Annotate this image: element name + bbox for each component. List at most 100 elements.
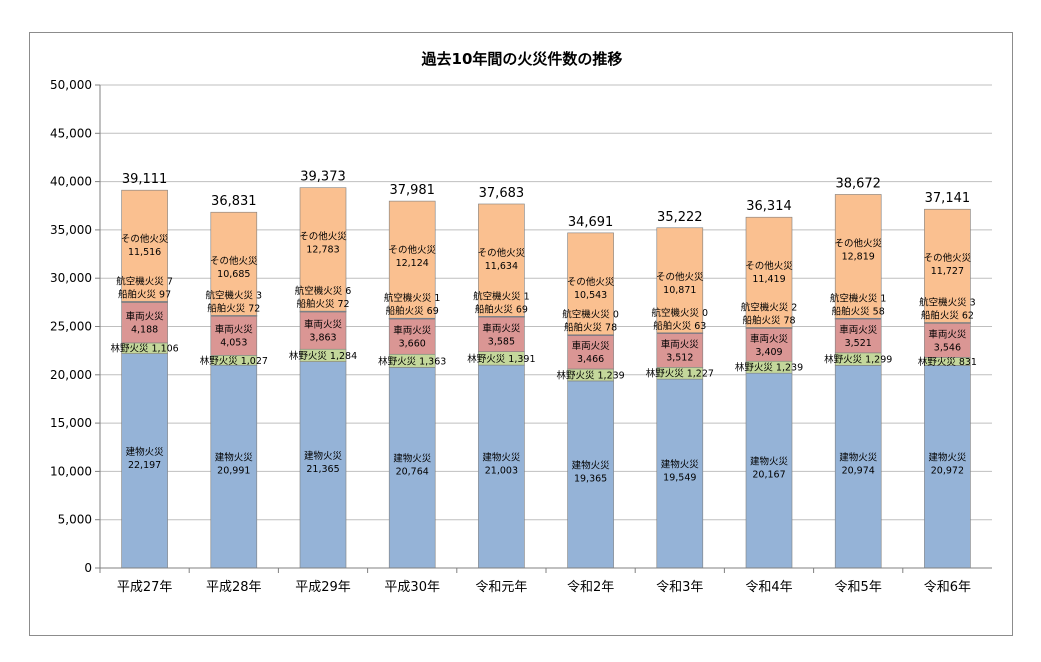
segment-label: その他火災 bbox=[834, 237, 882, 249]
total-label: 34,691 bbox=[568, 215, 614, 230]
bar-segment bbox=[299, 187, 347, 312]
bar-segment bbox=[656, 227, 704, 334]
x-tick-label: 令和元年 bbox=[475, 580, 527, 595]
y-tick-label: 25,000 bbox=[50, 320, 92, 334]
data-label: 21,365 bbox=[306, 464, 339, 475]
segment-label: 建物火災 bbox=[928, 452, 967, 464]
data-label: 11,516 bbox=[128, 247, 161, 258]
y-tick-label: 45,000 bbox=[50, 126, 92, 140]
segment-label: 車両火災 bbox=[928, 328, 967, 340]
data-label: 10,871 bbox=[663, 285, 696, 296]
data-label: 3,546 bbox=[934, 342, 961, 353]
data-label: 11,727 bbox=[931, 266, 964, 277]
bar-segment bbox=[299, 311, 347, 350]
y-tick-label: 0 bbox=[84, 561, 92, 575]
segment-label: 林野火災 1,239 bbox=[556, 369, 624, 381]
bar-segment bbox=[388, 200, 436, 319]
segment-label: 航空機火災 1 bbox=[384, 292, 441, 304]
data-label: 3,521 bbox=[845, 338, 872, 349]
data-label: 22,197 bbox=[128, 460, 161, 471]
y-tick-label: 5,000 bbox=[58, 513, 92, 527]
segment-label: 車両火災 bbox=[482, 322, 521, 334]
data-label: 10,685 bbox=[217, 269, 250, 280]
x-tick-label: 令和6年 bbox=[924, 580, 971, 595]
bar-segment bbox=[745, 372, 793, 569]
bar-segment bbox=[924, 208, 971, 323]
segment-label: 船舶火災 72 bbox=[296, 298, 349, 310]
bar-segment bbox=[478, 364, 525, 569]
bar-segment bbox=[567, 380, 614, 569]
segment-label: 車両火災 bbox=[393, 325, 432, 337]
data-label: 19,365 bbox=[574, 473, 607, 484]
segment-label: 車両火災 bbox=[750, 333, 789, 345]
segment-label: 航空機火災 0 bbox=[562, 309, 619, 321]
data-label: 20,974 bbox=[842, 466, 875, 477]
bar-segment bbox=[388, 367, 436, 569]
data-label: 12,124 bbox=[396, 258, 429, 269]
data-label: 19,549 bbox=[663, 473, 696, 484]
segment-label: 車両火災 bbox=[572, 340, 611, 352]
bar-segment bbox=[299, 361, 347, 569]
data-label: 12,819 bbox=[842, 251, 875, 262]
data-label: 3,466 bbox=[577, 354, 604, 365]
y-axis: 0 5,000 10,000 15,000 20,000 25,000 30,000 35,0… bbox=[50, 78, 101, 575]
segment-label: 林野火災 1,106 bbox=[110, 343, 178, 355]
bar-segment bbox=[834, 194, 882, 319]
segment-label: 建物火災 bbox=[839, 452, 878, 464]
segment-label: 車両火災 bbox=[839, 324, 878, 336]
segment-labels: 39,111 建物火災 22,197 林野火災 1,106 車両火災 4,188 船舶火災 … bbox=[110, 170, 976, 485]
segment-label: 車両火災 bbox=[126, 311, 165, 323]
x-tick-label: 令和3年 bbox=[656, 580, 703, 595]
y-tick-label: 35,000 bbox=[50, 223, 92, 237]
segment-label: 建物火災 bbox=[572, 459, 611, 471]
segment-label: 船舶火災 72 bbox=[207, 302, 260, 314]
segment-label: 林野火災 1,239 bbox=[735, 362, 803, 374]
data-label: 20,991 bbox=[217, 466, 250, 477]
x-tick-label: 平成27年 bbox=[117, 580, 173, 595]
x-tick-label: 平成28年 bbox=[206, 580, 262, 595]
data-label: 11,634 bbox=[485, 261, 518, 272]
segment-label: その他火災 bbox=[567, 276, 615, 288]
y-tick-label: 15,000 bbox=[50, 416, 92, 430]
segment-label: 建物火災 bbox=[482, 452, 521, 464]
y-tick-label: 20,000 bbox=[50, 368, 92, 382]
segment-label: 航空機火災 1 bbox=[473, 290, 530, 302]
segment-label: 船舶火災 69 bbox=[475, 303, 528, 315]
x-axis: 平成27年 平成28年 平成29年 平成30年 令和元年 令和2年 令和3年 令和4年 令和5年… bbox=[99, 567, 992, 595]
data-label: 3,660 bbox=[399, 339, 426, 350]
segment-label: 建物火災 bbox=[126, 446, 165, 458]
segment-label: 船舶火災 69 bbox=[386, 305, 439, 317]
segment-label: 船舶火災 62 bbox=[921, 310, 974, 322]
segment-label: 航空機火災 3 bbox=[919, 297, 976, 309]
segment-label: その他火災 bbox=[299, 231, 347, 243]
total-label: 37,981 bbox=[389, 183, 435, 198]
segment-label: 車両火災 bbox=[304, 319, 343, 331]
stacked-bar-chart: 過去10年間の火災件数の推移 0 5,000 10,000 15,000 20,000 2… bbox=[50, 50, 992, 595]
bar-segment bbox=[567, 335, 614, 370]
total-label: 35,222 bbox=[657, 210, 703, 225]
segment-label: 林野火災 1,284 bbox=[289, 350, 357, 362]
bar-segment bbox=[478, 316, 525, 352]
segment-label: 林野火災 1,227 bbox=[646, 368, 714, 380]
total-label: 39,111 bbox=[122, 172, 168, 187]
y-tick-label: 50,000 bbox=[50, 78, 92, 92]
x-tick-label: 平成30年 bbox=[384, 580, 440, 595]
segment-label: その他火災 bbox=[656, 271, 704, 283]
data-label: 11,419 bbox=[752, 274, 785, 285]
segment-label: 林野火災 1,027 bbox=[200, 355, 268, 367]
segment-label: 航空機火災 3 bbox=[206, 289, 263, 301]
total-label: 37,683 bbox=[479, 186, 525, 201]
bar-segment bbox=[210, 315, 258, 356]
total-label: 36,831 bbox=[211, 194, 256, 209]
segment-label: 船舶火災 97 bbox=[118, 288, 171, 300]
segment-label: その他火災 bbox=[745, 260, 793, 272]
total-label: 37,141 bbox=[925, 191, 971, 206]
data-label: 20,167 bbox=[752, 470, 785, 481]
segment-label: 建物火災 bbox=[661, 459, 700, 471]
segment-label: 航空機火災 6 bbox=[295, 285, 352, 297]
segment-label: 車両火災 bbox=[661, 338, 700, 350]
segment-label: 船舶火災 63 bbox=[653, 320, 706, 332]
x-tick-label: 令和2年 bbox=[567, 580, 614, 595]
chart-title: 過去10年間の火災件数の推移 bbox=[421, 50, 623, 68]
data-label: 20,764 bbox=[396, 467, 429, 478]
